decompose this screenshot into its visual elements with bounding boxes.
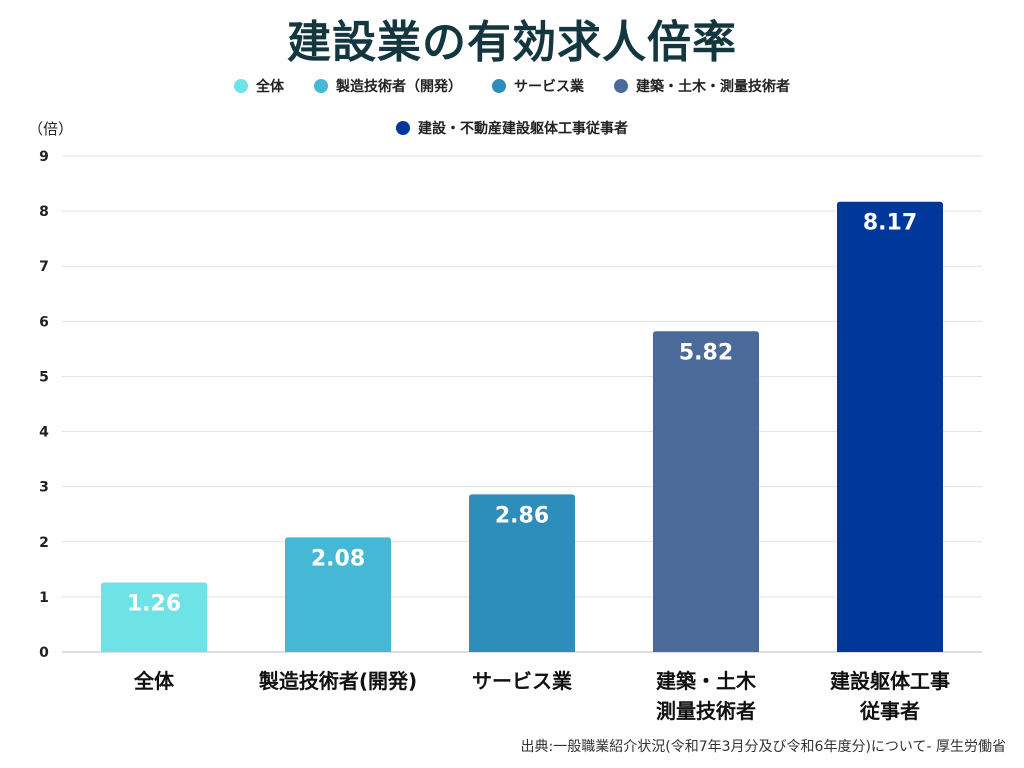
legend-swatch: [314, 79, 328, 93]
legend-item: サービス業: [492, 76, 584, 96]
bar: [101, 582, 207, 652]
legend-swatch: [396, 121, 410, 135]
x-category-label: 全体: [133, 669, 175, 693]
legend-swatch: [614, 79, 628, 93]
bar-value-label: 5.82: [679, 340, 733, 365]
bar-value-label: 1.26: [127, 592, 181, 617]
legend-swatch: [234, 79, 248, 93]
legend-item: 全体: [234, 76, 284, 96]
x-category-label: 従事者: [859, 699, 920, 723]
y-tick-label: 2: [39, 535, 49, 551]
legend-item: 製造技術者（開発）: [314, 76, 462, 96]
legend-label: 全体: [256, 79, 284, 95]
bar: [285, 537, 391, 652]
y-tick-label: 4: [39, 425, 49, 441]
y-tick-label: 7: [39, 259, 49, 275]
legend-label: 製造技術者（開発）: [336, 79, 462, 95]
x-category-label: 測量技術者: [656, 699, 756, 723]
bar-value-label: 8.17: [863, 211, 917, 236]
bar-value-label: 2.86: [495, 503, 549, 528]
x-category-label: 建設躯体工事: [830, 669, 950, 693]
legend-item: 建築・土木・測量技術者: [614, 76, 790, 96]
legend-swatch: [492, 79, 506, 93]
legend-item: 建設・不動産建設躯体工事従事者: [396, 118, 628, 138]
legend-label: サービス業: [514, 79, 584, 95]
y-tick-label: 6: [39, 314, 49, 330]
y-tick-label: 8: [39, 204, 49, 220]
legend-label: 建築・土木・測量技術者: [636, 79, 790, 95]
bar: [469, 494, 575, 652]
source-note: 出典:一般職業紹介状況(令和7年3月分及び令和6年度分)について- 厚生労働省: [520, 739, 1006, 755]
y-tick-label: 5: [39, 369, 49, 385]
y-axis-unit-label: （倍）: [28, 120, 74, 138]
y-tick-label: 3: [39, 480, 49, 496]
x-category-label: 建築・土木: [656, 669, 757, 693]
y-tick-label: 1: [39, 590, 49, 606]
x-category-label: 製造技術者(開発): [259, 669, 417, 693]
chart-title: 建設業の有効求人倍率: [287, 17, 737, 68]
legend-label: 建設・不動産建設躯体工事従事者: [418, 121, 628, 137]
legend-row-1: 全体 製造技術者（開発） サービス業 建築・土木・測量技術者: [0, 76, 1024, 96]
legend-row-2: 建設・不動産建設躯体工事従事者: [0, 118, 1024, 138]
x-category-label: サービス業: [472, 669, 573, 693]
bar: [837, 201, 943, 652]
bar: [653, 331, 759, 652]
bar-value-label: 2.08: [311, 546, 365, 571]
y-tick-label: 0: [39, 645, 49, 661]
y-tick-label: 9: [39, 149, 49, 165]
